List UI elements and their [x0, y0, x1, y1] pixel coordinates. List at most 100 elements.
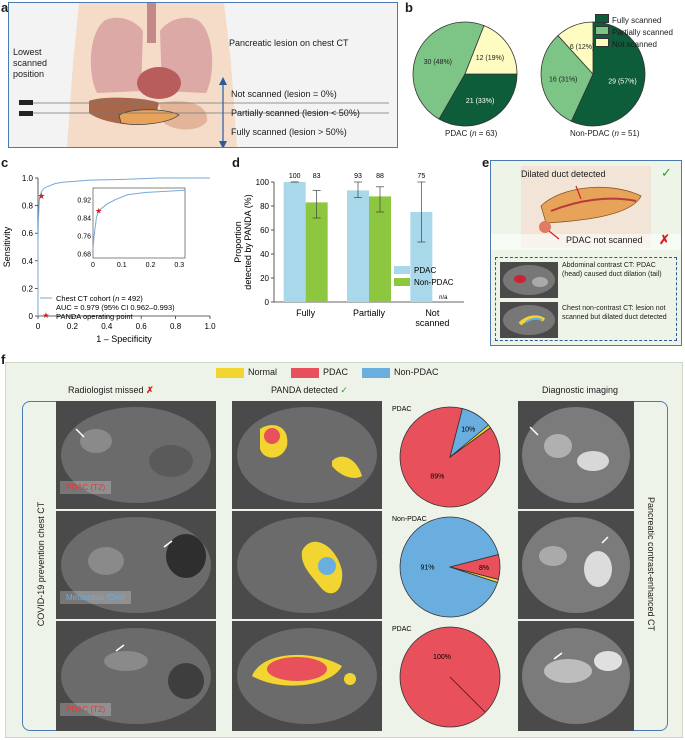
pie-charts-scan-coverage: 21 (33%) 30 (48%) 12 (19%) 29 (57%) 16 (31%)… [412, 21, 646, 127]
roc-legend-point: PANDA operating point [56, 312, 133, 321]
panel-label-c: c [1, 155, 9, 170]
roc-x-tick-label: 0 [36, 322, 41, 331]
panel-a-box: Lowest scanned position Pancreatic lesio… [8, 2, 398, 148]
roc-legend-star: ★ [42, 311, 49, 320]
pie-f1-slice-2 [449, 566, 499, 583]
pie-f1-label-0: 91% [421, 564, 435, 571]
bar-y-label: Proportiondetected by PANDA (%) [233, 194, 253, 289]
roc-inset-x-tick: 0.2 [146, 262, 156, 269]
panda-scan-row2 [232, 511, 382, 619]
pie-f0-slice-2 [449, 424, 492, 458]
pie-b1-label-1: 16 (31%) [549, 77, 577, 84]
pie-f2-label-0: 100% [433, 654, 451, 661]
pie-f2-title: PDAC [392, 626, 411, 633]
legend-fully: Fully scanned [612, 16, 662, 25]
bar-category-1: Partially [353, 308, 386, 318]
abdominal-ct-thumbnail [500, 262, 558, 298]
missed-scan-row1: PDAC (T2) [56, 401, 216, 509]
pie-b1-slice-0 [570, 21, 646, 127]
roc-inset-y-tick: 0.68 [77, 251, 91, 258]
bar-label-Non-PDAC-0: 83 [313, 173, 321, 180]
bar-Non-PDAC-1 [369, 196, 391, 302]
legend-not: Not scanned [612, 40, 657, 49]
panel-b: 21 (33%) 30 (48%) 12 (19%) 29 (57%) 16 (31%)… [405, 0, 685, 150]
panda-scan-row1 [232, 401, 382, 509]
pie-b0-label-1: 30 (48%) [424, 59, 452, 66]
diag-scan-row2 [518, 511, 634, 619]
pancreas-duct-illustration [491, 166, 681, 250]
bar-y-tick-label: 0 [265, 298, 270, 307]
bar-label-PDAC-1: 93 [354, 173, 362, 180]
bar-y-tick-label: 60 [260, 226, 269, 235]
roc-y-tick-label: 0 [29, 312, 34, 321]
pie-b0-slice-1 [412, 21, 485, 120]
panel-label-f: f [1, 352, 6, 367]
panel-label-e: e [482, 155, 490, 170]
roc-x-tick-label: 0.6 [136, 322, 148, 331]
bar-label-Non-PDAC-2: n/a [439, 295, 448, 301]
pie-b1-slice-1 [540, 35, 594, 122]
pie-b0-slice-2 [464, 25, 518, 75]
bar-y-tick-label: 40 [260, 250, 269, 259]
pie-b1-label-2: 6 (12%) [570, 44, 595, 51]
roc-y-tick-label: 0.4 [22, 257, 34, 266]
abdominal-ct-text: Abdominal contrast CT: PDAC (head) cause… [562, 262, 662, 278]
roc-legend-series: Chest CT cohort (n = 492) [56, 294, 143, 303]
legend-pdac: PDAC [323, 367, 349, 377]
bar-legend-label-1: Non-PDAC [414, 278, 454, 287]
legend-non-pdac: Non-PDAC [394, 367, 439, 377]
pie-f1-label-1: 8% [479, 565, 489, 572]
pie-b1-label-0: 29 (57%) [608, 78, 636, 85]
roc-x-tick-label: 0.4 [101, 322, 113, 331]
bar-y-tick-label: 100 [256, 178, 270, 187]
chest-ct-text: Chest non-contrast CT: lesion not scanne… [562, 305, 667, 321]
check-icon: ✓ [661, 165, 672, 180]
cross-icon: ✗ [659, 232, 670, 247]
roc-inset-y-tick: 0.76 [77, 233, 91, 240]
pie-b0-label-0: 21 (33%) [466, 98, 494, 105]
cross-icon: ✗ [146, 385, 154, 395]
dilated-duct-label: Dilated duct detected [521, 169, 606, 179]
pie-f2-seam [449, 676, 486, 713]
pie-f0-label-0: 89% [430, 474, 444, 481]
chest-ct-thumbnail [500, 302, 558, 338]
bar-label-PDAC-2: 75 [417, 173, 425, 180]
panel-label-d: d [232, 155, 240, 170]
row3-tag: PDAC (T2) [60, 703, 112, 716]
bar-PDAC-1 [347, 190, 369, 302]
roc-inset-curve [92, 189, 186, 250]
pdac-not-scanned-label: PDAC not scanned [566, 235, 643, 245]
level-partially-scanned: Partially scanned (lesion < 50%) [231, 108, 360, 118]
lesion-title: Pancreatic lesion on chest CT [229, 38, 349, 48]
legend-f: Normal PDAC Non-PDAC [216, 367, 439, 378]
anatomy-illustration [19, 3, 389, 147]
roc-inset-frame [92, 187, 186, 259]
right-bracket [634, 401, 668, 731]
roc-x-tick-label: 0.2 [67, 322, 79, 331]
roc-y-tick-label: 0.6 [22, 229, 34, 238]
left-side-label: COVID-19 prevention chest CT [36, 501, 46, 627]
bar-PDAC-0 [283, 182, 306, 302]
roc-inset-x-tick: 0.3 [174, 262, 184, 269]
roc-inset-y-tick: 0.92 [77, 197, 91, 204]
roc-y-tick-label: 1.0 [22, 174, 34, 183]
bar-label-PDAC-0: 100 [289, 173, 301, 180]
panel-label-a: a [1, 0, 9, 15]
check-icon: ✓ [340, 385, 348, 395]
left-bracket [22, 401, 56, 731]
roc-y-tick-label: 0.8 [22, 202, 34, 211]
legend-partially: Partially scanned [612, 28, 673, 37]
roc-inset-x-tick: 0.1 [117, 262, 127, 269]
panda-scan-row3 [232, 621, 382, 731]
row1-tag: PDAC (T2) [60, 481, 112, 494]
panel-label-b: b [405, 0, 413, 15]
pie-caption-non-pdac: Non-PDAC (n = 51) [570, 129, 640, 138]
roc-curve [37, 177, 210, 316]
pie-f1-slice-0 [399, 516, 499, 618]
roc-y-tick-label: 0.2 [22, 284, 34, 293]
roc-legend-auc: AUC = 0.979 (95% CI 0.962–0.993) [56, 303, 175, 312]
roc-inset-y-tick: 0.84 [77, 215, 91, 222]
col-radiologist-missed: Radiologist missed ✗ [68, 385, 154, 395]
missed-scan-row3: PDAC (T2) [56, 621, 216, 731]
bar-legend-swatch-1 [394, 278, 410, 286]
